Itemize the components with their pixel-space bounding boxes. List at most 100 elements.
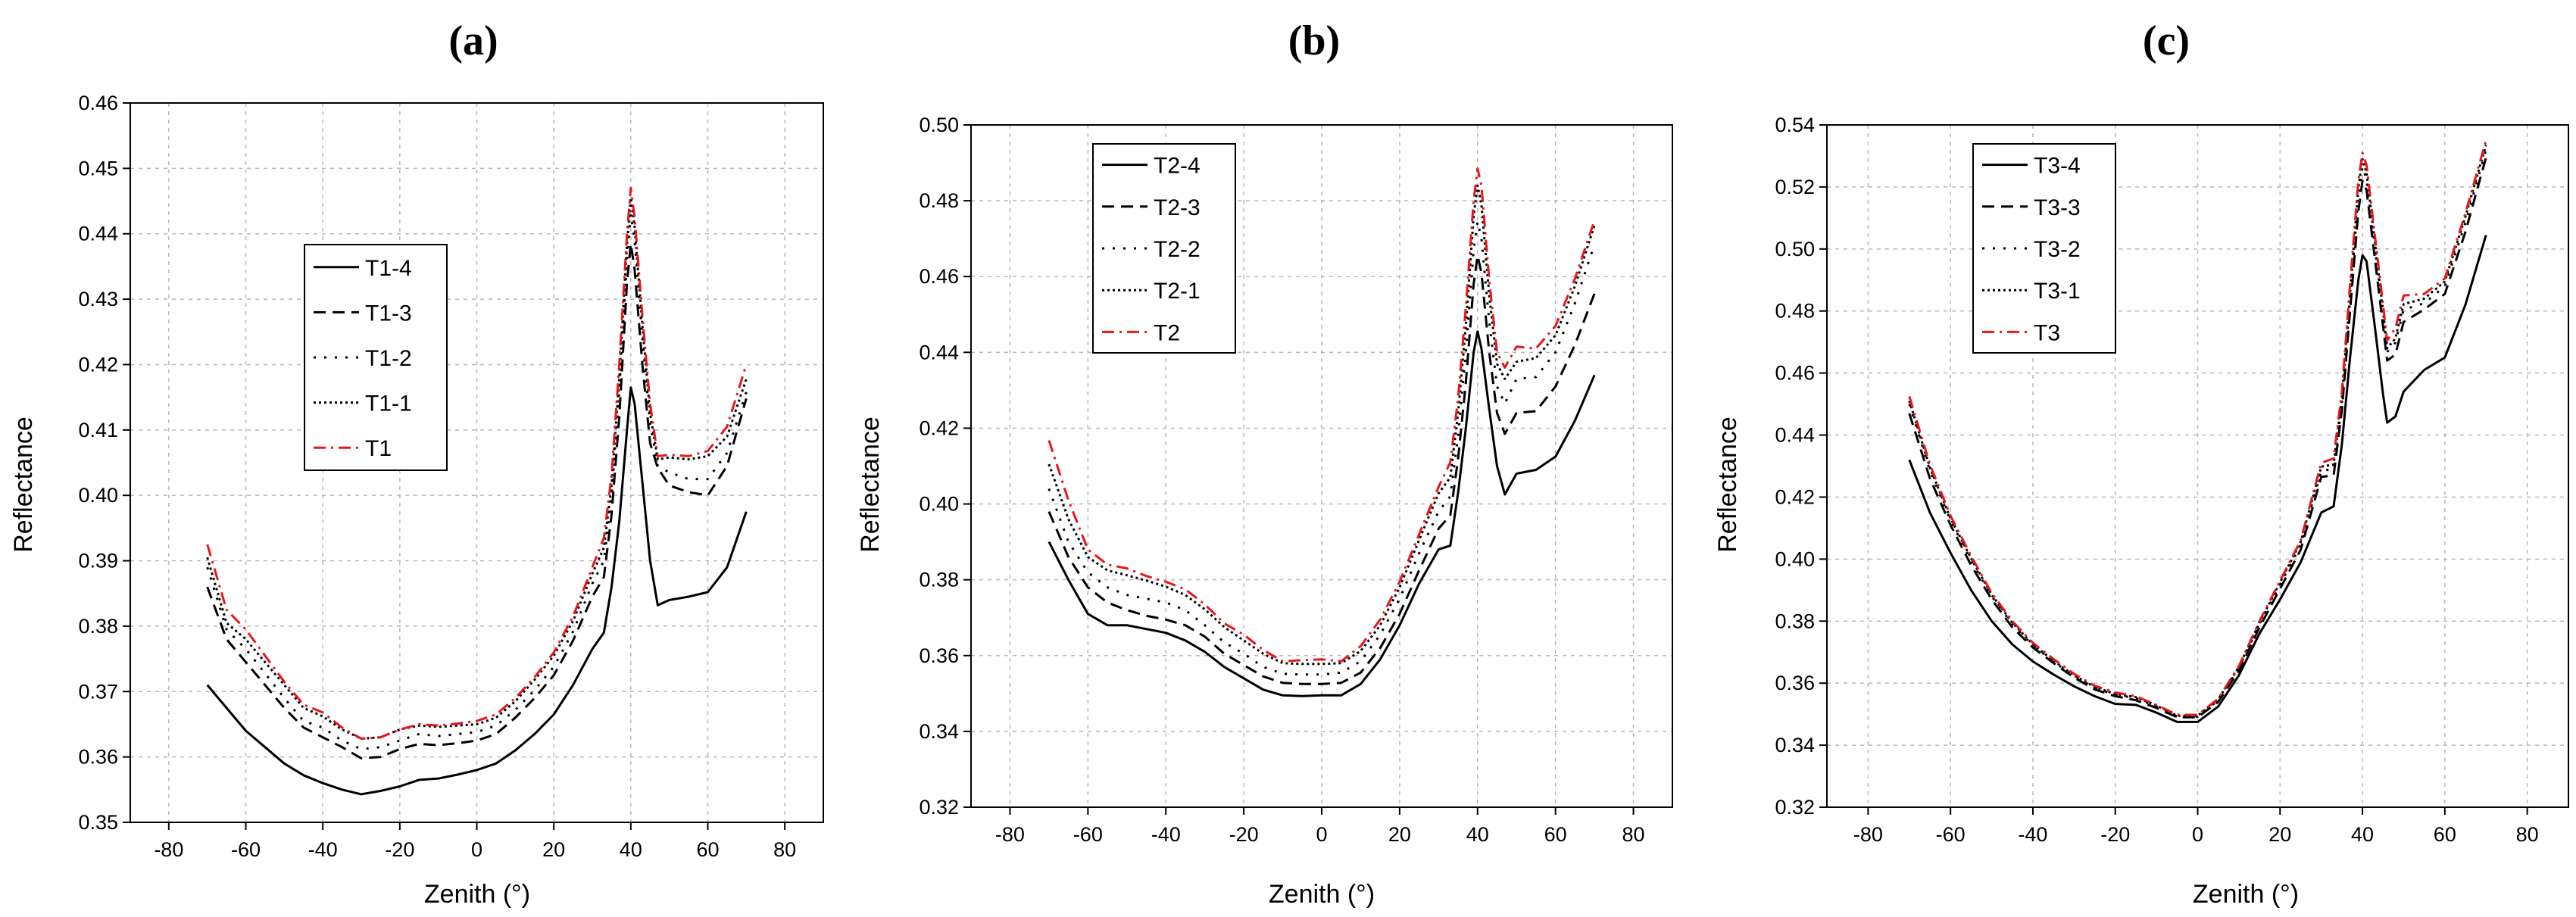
y-tick-label-b-1: 0.34 <box>919 720 959 743</box>
plot-area-c: -80 -60 -40 -20 0 20 40 60 80 0.32 0.34 0.36 0.38 0.4… <box>1775 114 2569 846</box>
y-tick-label-c-7: 0.46 <box>1775 362 1815 385</box>
panel-label-b: (b) <box>1288 17 1340 64</box>
series-line-T3 <box>1908 140 2487 716</box>
y-tick-label-b-4: 0.40 <box>919 493 959 516</box>
x-tick-label-b-6: 40 <box>1466 823 1489 846</box>
x-tick-label-b-7: 60 <box>1544 823 1567 846</box>
panel-label-a: (a) <box>448 17 498 64</box>
series-line-T1 <box>206 186 748 740</box>
x-tick-label-c-6: 40 <box>2351 823 2374 846</box>
legend-a: T1-4 T1-3 T1-2 T1-1 T1 <box>304 244 448 471</box>
y-tick-label-c-4: 0.40 <box>1775 547 1815 570</box>
legend-box-c <box>1972 143 2116 354</box>
x-tick-label-c-8: 80 <box>2516 823 2539 846</box>
x-tick-label-c-0: -80 <box>1853 823 1883 846</box>
x-tick-label-c-2: -40 <box>2018 823 2047 846</box>
legend-label-T1-4: T1-4 <box>365 256 412 281</box>
legend-b: T2-4 T2-3 T2-2 T2-1 T2 <box>1092 143 1236 354</box>
chart-panel-a: (a) -80 -60 -40 -20 0 20 40 60 80 0.35 0.36 0.37 0.3… <box>9 17 824 909</box>
y-axis-title-a: Reflectance <box>9 416 38 553</box>
y-tick-label-c-0: 0.32 <box>1775 796 1815 819</box>
y-tick-label-a-11: 0.46 <box>78 92 118 114</box>
legend-label-T3: T3 <box>2034 320 2060 345</box>
y-tick-label-a-2: 0.37 <box>78 680 118 703</box>
legend-box-b <box>1092 143 1236 354</box>
x-tick-label-b-2: -40 <box>1151 823 1181 846</box>
chart-panel-b: (b) -80 -60 -40 -20 0 20 40 60 80 0.32 0.34 0.36 0.3… <box>856 17 1673 909</box>
y-tick-label-c-10: 0.52 <box>1775 176 1815 198</box>
y-tick-label-b-6: 0.44 <box>919 341 959 363</box>
x-tick-label-c-7: 60 <box>2434 823 2456 846</box>
plot-area-a: -80 -60 -40 -20 0 20 40 60 80 0.35 0.36 0.37 0.38 0.3… <box>78 92 824 861</box>
x-tick-label-a-4: 0 <box>471 838 482 861</box>
x-axis-title-a: Zenith (°) <box>424 880 530 909</box>
series-line-T1-4 <box>206 386 748 796</box>
series-line-T3-3 <box>1908 157 2487 719</box>
x-tick-label-b-0: -80 <box>995 823 1025 846</box>
y-tick-label-b-3: 0.38 <box>919 569 959 591</box>
legend-label-T1-1: T1-1 <box>365 391 412 416</box>
y-tick-label-b-2: 0.36 <box>919 644 959 667</box>
x-tick-label-b-4: 0 <box>1316 823 1327 846</box>
y-tick-label-c-8: 0.48 <box>1775 300 1815 323</box>
y-tick-label-c-2: 0.36 <box>1775 672 1815 694</box>
y-tick-label-c-5: 0.42 <box>1775 485 1815 508</box>
chart-panel-c: (c) -80 -60 -40 -20 0 20 40 60 80 0.32 0.34 0.36 0.3… <box>1713 17 2569 909</box>
panel-label-c: (c) <box>2143 17 2190 64</box>
legend-label-T3-1: T3-1 <box>2034 279 2081 304</box>
y-tick-label-a-0: 0.35 <box>78 811 118 834</box>
legend-label-T2-3: T2-3 <box>1154 195 1201 220</box>
x-axis-title-b: Zenith (°) <box>1269 880 1375 909</box>
y-axis-title-b: Reflectance <box>856 416 885 553</box>
x-tick-label-a-7: 60 <box>696 838 719 861</box>
x-tick-label-b-5: 20 <box>1388 823 1411 846</box>
x-tick-label-c-3: -20 <box>2100 823 2130 846</box>
legend-label-T1: T1 <box>365 436 392 461</box>
y-tick-label-a-3: 0.38 <box>78 615 118 638</box>
y-tick-label-c-3: 0.38 <box>1775 610 1815 632</box>
y-tick-label-a-1: 0.36 <box>78 746 118 769</box>
series-line-T2-2 <box>1048 220 1596 676</box>
legend-label-T2-4: T2-4 <box>1154 154 1201 179</box>
legend-label-T1-2: T1-2 <box>365 346 412 371</box>
x-tick-label-b-3: -20 <box>1229 823 1259 846</box>
y-tick-label-b-8: 0.48 <box>919 189 959 212</box>
y-tick-label-a-9: 0.44 <box>78 223 118 245</box>
series-line-T2-4 <box>1048 330 1596 697</box>
y-tick-label-c-6: 0.44 <box>1775 424 1815 447</box>
legend-c: T3-4 T3-3 T3-2 T3-1 T3 <box>1972 143 2116 354</box>
y-tick-label-a-10: 0.45 <box>78 157 118 179</box>
plot-area-b: -80 -60 -40 -20 0 20 40 60 80 0.32 0.34 0.36 0.38 0.4… <box>919 114 1673 846</box>
legend-label-T3-3: T3-3 <box>2034 195 2081 220</box>
y-tick-label-c-1: 0.34 <box>1775 734 1815 756</box>
y-tick-label-c-11: 0.54 <box>1775 114 1815 136</box>
x-tick-label-c-5: 20 <box>2268 823 2291 846</box>
y-tick-label-b-0: 0.32 <box>919 796 959 819</box>
y-tick-label-b-5: 0.42 <box>919 416 959 439</box>
series-line-T3-4 <box>1908 234 2487 723</box>
y-tick-label-c-9: 0.50 <box>1775 238 1815 260</box>
x-tick-label-a-6: 40 <box>620 838 642 861</box>
x-tick-label-b-1: -60 <box>1073 823 1103 846</box>
x-tick-label-a-3: -20 <box>385 838 414 861</box>
legend-label-T2: T2 <box>1154 320 1180 345</box>
legend-label-T2-2: T2-2 <box>1154 237 1201 262</box>
y-tick-label-a-4: 0.39 <box>78 550 118 572</box>
series-line-T2-1 <box>1048 184 1596 666</box>
x-tick-label-c-4: 0 <box>2192 823 2203 846</box>
legend-box-a <box>304 244 448 471</box>
y-tick-label-a-7: 0.42 <box>78 353 118 376</box>
x-tick-label-a-5: 20 <box>542 838 565 861</box>
legend-label-T1-3: T1-3 <box>365 301 412 326</box>
series-line-T2-3 <box>1048 254 1596 685</box>
y-tick-label-a-6: 0.41 <box>78 419 118 441</box>
x-tick-label-a-8: 80 <box>773 838 796 861</box>
x-tick-label-b-8: 80 <box>1622 823 1645 846</box>
series-line-T1-1 <box>206 196 748 740</box>
legend-label-T3-2: T3-2 <box>2034 237 2081 262</box>
y-tick-label-a-5: 0.40 <box>78 484 118 507</box>
x-tick-label-a-2: -40 <box>308 838 338 861</box>
x-tick-label-c-1: -60 <box>1936 823 1966 846</box>
y-tick-label-b-7: 0.46 <box>919 265 959 288</box>
